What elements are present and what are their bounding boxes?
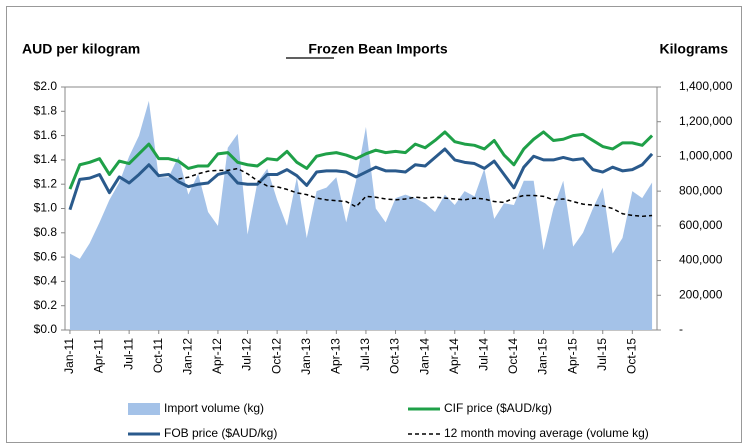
legend-swatch [128, 403, 160, 415]
y2-tick-label: 600,000 [679, 218, 723, 232]
legend-label: Import volume (kg) [164, 401, 264, 415]
y-tick-label: $1.6 [34, 128, 58, 142]
x-tick-label: Jan-15 [536, 338, 550, 375]
x-tick-label: Jul-14 [477, 338, 491, 371]
x-tick-label: Jan-13 [299, 338, 313, 375]
x-tick-label: Oct-13 [388, 338, 402, 374]
x-tick-label: Jan-12 [181, 338, 195, 375]
y-tick-label: $1.0 [34, 201, 58, 215]
y2-tick-label: 800,000 [679, 183, 723, 197]
line [68, 130, 654, 190]
y-tick-label: $1.2 [34, 176, 58, 190]
line [68, 147, 654, 211]
x-tick-label: Oct-12 [269, 338, 283, 374]
x-tick-label: Jan-11 [62, 338, 76, 374]
x-tick-label: Jul-13 [358, 338, 372, 371]
legend-label: 12 month moving average (volume kg) [444, 426, 649, 440]
y-tick-label: $0.6 [34, 249, 58, 263]
y-tick-label: $2.0 [34, 79, 58, 93]
y2-tick-label: 1,400,000 [679, 79, 733, 93]
x-tick-label: Jul-15 [595, 338, 609, 371]
y-axis-label: AUD per kilogram [22, 41, 140, 57]
x-tick-label: Jul-12 [240, 338, 254, 371]
y2-tick-label: 1,000,000 [679, 149, 733, 163]
x-tick-label: Apr-14 [447, 338, 461, 374]
y2-tick-label: - [679, 322, 683, 336]
y-tick-label: $0.4 [34, 274, 58, 288]
y-tick-label: $0.0 [34, 322, 58, 336]
x-tick-label: Apr-11 [92, 338, 106, 373]
x-tick-label: Jul-11 [121, 338, 135, 370]
y-tick-label: $0.2 [34, 298, 58, 312]
y-tick-label: $1.4 [34, 152, 58, 166]
y2-axis-label: Kilograms [660, 41, 729, 57]
y2-tick-label: 400,000 [679, 253, 723, 267]
x-tick-label: Oct-11 [151, 338, 165, 373]
y2-tick-label: 200,000 [679, 287, 723, 301]
legend-label: CIF price ($AUD/kg) [444, 401, 552, 415]
x-tick-label: Jan-14 [417, 338, 431, 375]
x-tick-label: Apr-13 [329, 338, 343, 374]
y2-tick-label: 1,200,000 [679, 114, 733, 128]
x-tick-label: Oct-15 [625, 338, 639, 374]
y-tick-label: $1.8 [34, 103, 58, 117]
x-tick-label: Apr-15 [565, 338, 579, 374]
legend-label: FOB price ($AUD/kg) [164, 426, 277, 440]
y-tick-label: $0.8 [34, 225, 58, 239]
chart-title: Frozen Bean Imports [308, 41, 447, 57]
x-tick-label: Oct-14 [506, 338, 520, 374]
area [69, 100, 653, 330]
x-tick-label: Apr-12 [210, 338, 224, 374]
